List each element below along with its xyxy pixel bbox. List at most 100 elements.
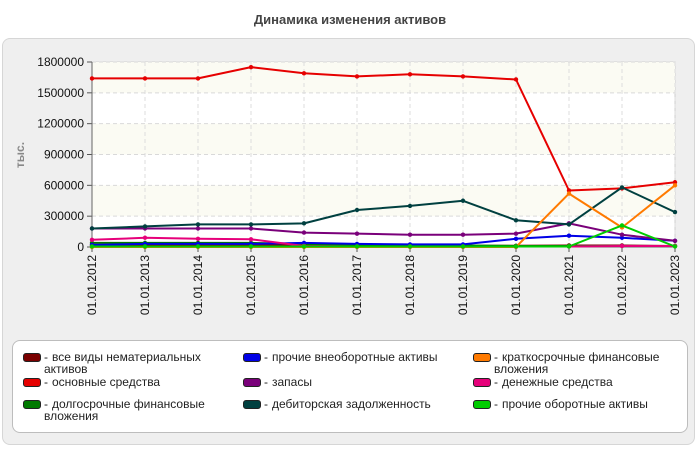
legend-item: - прочие оборотные активы <box>473 398 678 410</box>
y-tick-label: 1200000 <box>37 117 84 131</box>
x-tick-label: 01.01.2022 <box>615 255 629 315</box>
x-tick-label: 01.01.2018 <box>403 255 417 315</box>
data-point <box>354 74 360 79</box>
data-point <box>301 221 307 226</box>
legend-dash: - <box>494 350 498 364</box>
data-point <box>513 218 519 223</box>
data-point <box>89 244 95 249</box>
legend-swatch <box>473 353 491 362</box>
legend-label: дебиторская задолженность <box>272 397 431 411</box>
legend-label: краткосрочные финансовые вложения <box>494 350 660 376</box>
data-point <box>407 244 413 249</box>
data-point <box>672 183 678 188</box>
series-line <box>92 224 676 248</box>
legend-dash: - <box>264 350 268 364</box>
series-line <box>91 186 676 230</box>
legend-dash: - <box>264 397 268 411</box>
legend-item: - дебиторская задолженность <box>243 398 458 410</box>
y-axis-label: тыс. <box>13 142 27 168</box>
legend-item: - денежные средства <box>473 376 678 388</box>
legend-label: прочие оборотные активы <box>502 397 648 411</box>
data-point <box>301 230 307 235</box>
legend-dash: - <box>44 350 48 364</box>
data-point <box>301 244 307 249</box>
data-point <box>142 235 148 240</box>
data-point <box>619 232 625 237</box>
series-line <box>91 234 676 246</box>
x-tick-label: 01.01.2014 <box>191 255 205 315</box>
legend-item: - краткосрочные финансовые вложения <box>473 351 678 375</box>
chart-legend: - все виды нематериальных активов - основны… <box>12 340 688 433</box>
data-point <box>142 76 148 81</box>
legend-label: долгосрочные финансовые вложения <box>44 397 205 423</box>
data-point <box>354 244 360 249</box>
series-line <box>92 222 676 242</box>
y-tick-label: 600000 <box>44 178 84 192</box>
data-point <box>195 236 201 241</box>
x-tick-label: 01.01.2020 <box>509 255 523 315</box>
data-point <box>248 226 254 231</box>
legend-item: - запасы <box>243 376 458 388</box>
x-tick-label: 01.01.2023 <box>668 255 682 315</box>
legend-dash: - <box>264 375 268 389</box>
data-point <box>89 76 95 81</box>
data-point <box>354 207 360 213</box>
data-point <box>89 226 95 231</box>
data-point <box>566 188 572 193</box>
x-tick-label: 01.01.2015 <box>244 255 258 315</box>
data-point <box>672 238 678 244</box>
series-line <box>92 66 676 192</box>
legend-label: все виды нематериальных активов <box>44 350 201 376</box>
data-point <box>672 209 678 215</box>
legend-dash: - <box>494 397 498 411</box>
data-point <box>248 237 254 242</box>
data-point <box>513 244 519 249</box>
data-point <box>354 231 360 236</box>
data-point <box>619 243 625 249</box>
legend-item: - основные средства <box>23 376 238 388</box>
x-tick-label: 01.01.2013 <box>138 255 152 315</box>
x-tick-label: 01.01.2019 <box>456 255 470 315</box>
plot-band <box>92 123 675 155</box>
y-tick-label: 900000 <box>44 148 84 162</box>
data-point <box>672 244 678 249</box>
legend-swatch <box>243 400 261 409</box>
data-point <box>195 226 201 231</box>
data-point <box>248 64 254 70</box>
data-point <box>619 223 625 228</box>
data-point <box>195 76 201 81</box>
legend-swatch <box>473 378 491 387</box>
data-point <box>513 236 519 241</box>
data-point <box>460 198 466 203</box>
legend-label: прочие внеоборотные активы <box>272 350 438 364</box>
data-point <box>619 235 625 240</box>
data-point <box>407 203 413 209</box>
data-point <box>513 231 519 236</box>
data-point <box>89 237 95 243</box>
data-point <box>566 191 572 196</box>
legend-swatch <box>23 400 41 409</box>
x-tick-label: 01.01.2021 <box>562 255 576 315</box>
legend-item: - долгосрочные финансовые вложения <box>23 398 238 422</box>
legend-label: запасы <box>272 375 312 389</box>
y-tick-label: 1500000 <box>37 86 84 100</box>
data-point <box>566 244 572 249</box>
legend-label: денежные средства <box>502 375 613 389</box>
legend-item: - прочие внеоборотные активы <box>243 351 458 363</box>
legend-swatch <box>23 353 41 362</box>
data-point <box>195 244 201 249</box>
legend-swatch <box>473 400 491 409</box>
data-point <box>460 244 466 249</box>
legend-dash: - <box>44 397 48 411</box>
y-tick-label: 1800000 <box>37 55 84 69</box>
data-point <box>407 232 413 237</box>
x-tick-label: 01.01.2017 <box>350 255 364 315</box>
data-point <box>513 77 519 82</box>
data-point <box>248 222 254 227</box>
data-point <box>248 244 254 249</box>
data-point <box>407 72 413 77</box>
y-tick-label: 300000 <box>44 209 84 223</box>
data-point <box>460 232 466 237</box>
data-point <box>566 222 572 227</box>
